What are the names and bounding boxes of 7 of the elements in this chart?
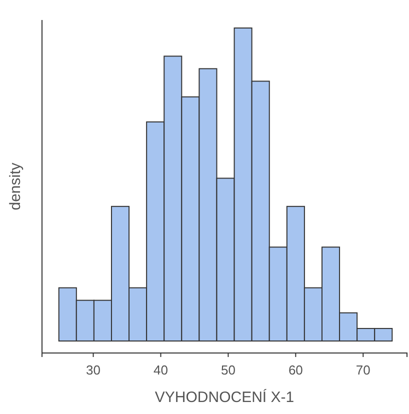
x-tick-label: 50	[220, 362, 236, 378]
x-tick-label: 60	[288, 362, 303, 378]
x-tick-label: 70	[356, 362, 370, 378]
x-tick-label: 40	[154, 362, 168, 378]
x-tick-label: 30	[86, 362, 101, 378]
y-axis-title: density	[7, 162, 24, 210]
x-axis-title: VYHODNOCENÍ X-1	[154, 388, 294, 406]
